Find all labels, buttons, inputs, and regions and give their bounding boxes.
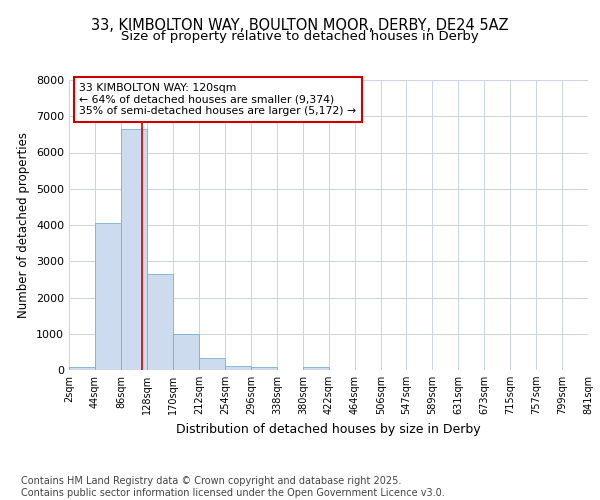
Text: 33 KIMBOLTON WAY: 120sqm
← 64% of detached houses are smaller (9,374)
35% of sem: 33 KIMBOLTON WAY: 120sqm ← 64% of detach… bbox=[79, 83, 356, 116]
Bar bbox=[147, 274, 173, 370]
Bar bbox=[199, 358, 225, 370]
Bar bbox=[121, 129, 147, 370]
Bar bbox=[251, 368, 277, 370]
Text: 33, KIMBOLTON WAY, BOULTON MOOR, DERBY, DE24 5AZ: 33, KIMBOLTON WAY, BOULTON MOOR, DERBY, … bbox=[91, 18, 509, 34]
Bar bbox=[303, 368, 329, 370]
Text: Contains HM Land Registry data © Crown copyright and database right 2025.
Contai: Contains HM Land Registry data © Crown c… bbox=[21, 476, 445, 498]
Bar bbox=[69, 368, 95, 370]
Bar bbox=[225, 366, 251, 370]
Text: Size of property relative to detached houses in Derby: Size of property relative to detached ho… bbox=[121, 30, 479, 43]
Bar bbox=[95, 223, 121, 370]
X-axis label: Distribution of detached houses by size in Derby: Distribution of detached houses by size … bbox=[176, 422, 481, 436]
Bar bbox=[173, 334, 199, 370]
Y-axis label: Number of detached properties: Number of detached properties bbox=[17, 132, 31, 318]
